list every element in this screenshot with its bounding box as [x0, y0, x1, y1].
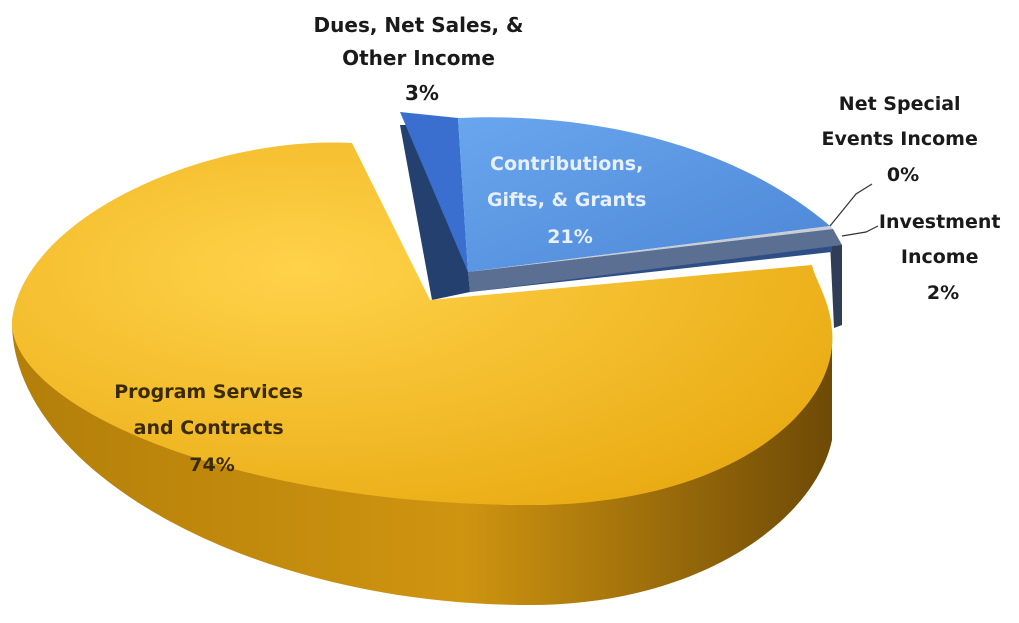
slice-investment-income-side — [830, 242, 842, 328]
label-net-special-events-income: Net Special Events Income 0% — [821, 93, 984, 186]
leader-line-net-special-events — [829, 183, 873, 227]
slice-investment-income — [468, 229, 842, 292]
leader-lines — [829, 183, 879, 237]
slice-net-special-events-income — [468, 226, 833, 272]
slice-program-services — [11, 142, 833, 505]
label-dues-net-sales-other-income: Dues, Net Sales, & Other Income 3% — [314, 13, 531, 105]
pie-top-faces — [11, 112, 842, 505]
label-contributions-gifts-grants: Contributions, Gifts, & Grants 21% — [487, 153, 653, 248]
slice-dues-side — [400, 125, 470, 300]
slice-dues-net-sales-other-income — [400, 112, 468, 272]
slice-labels: Dues, Net Sales, & Other Income 3% Contr… — [114, 13, 1007, 476]
slice-contributions-gifts-grants — [458, 117, 830, 272]
leader-line-investment-income — [841, 225, 879, 237]
slice-program-services-side — [11, 320, 832, 605]
label-program-services-contracts: Program Services and Contracts 74% — [114, 381, 309, 476]
label-investment-income: Investment Income 2% — [879, 211, 1007, 304]
